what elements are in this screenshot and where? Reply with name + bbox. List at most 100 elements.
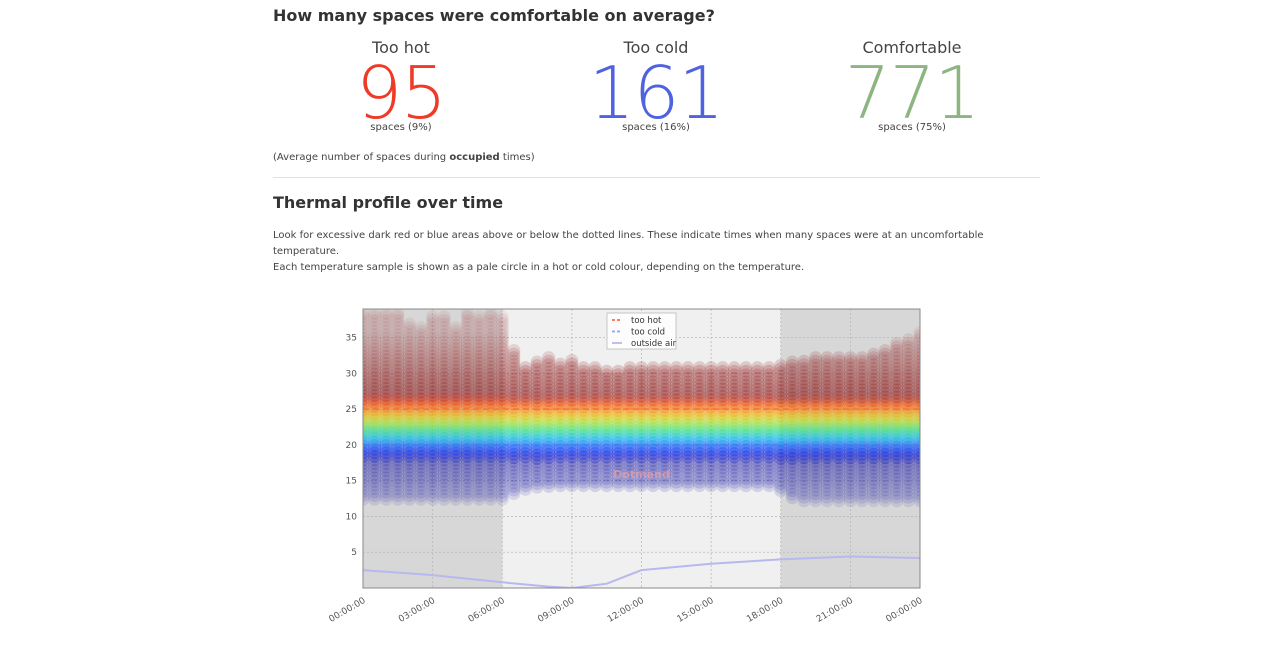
sample-point <box>797 429 811 443</box>
sample-point <box>437 417 451 431</box>
sample-point <box>785 355 799 369</box>
sample-point <box>495 371 509 385</box>
sample-point <box>867 365 881 379</box>
sample-point <box>901 433 915 447</box>
sample-point <box>368 428 382 442</box>
sample-point <box>867 397 881 411</box>
sample-point <box>379 349 393 363</box>
sample-point <box>797 487 811 501</box>
sample-point <box>530 362 544 376</box>
sample-point <box>878 376 892 390</box>
sample-point <box>495 421 509 435</box>
sample-point <box>727 429 741 443</box>
sample-point <box>693 414 707 428</box>
sample-point <box>437 446 451 460</box>
sample-point <box>820 386 834 400</box>
sample-point <box>901 469 915 483</box>
sample-point <box>658 386 672 400</box>
sample-point <box>751 393 765 407</box>
sample-point <box>518 400 532 414</box>
sample-point <box>530 469 544 483</box>
sample-point <box>495 317 509 331</box>
sample-point <box>363 392 370 406</box>
sample-point <box>901 379 915 393</box>
sample-point <box>809 458 823 472</box>
sample-point <box>658 479 672 493</box>
sample-point <box>530 419 544 433</box>
sample-point <box>553 468 567 482</box>
sample-point <box>623 396 637 410</box>
sample-point <box>414 342 428 356</box>
sample-point <box>704 375 718 389</box>
sample-point <box>363 367 370 381</box>
sample-point <box>472 471 486 485</box>
sample-point <box>363 309 370 320</box>
sample-point <box>363 360 370 374</box>
sample-point <box>901 440 915 454</box>
sample-point <box>867 358 881 372</box>
sample-point <box>809 487 823 501</box>
sample-point <box>658 450 672 464</box>
sample-point <box>437 460 451 474</box>
sample-point <box>472 378 486 392</box>
sample-point <box>576 468 590 482</box>
sample-point <box>542 447 556 461</box>
sample-point <box>576 382 590 396</box>
sample-point <box>809 462 823 476</box>
sample-point <box>867 436 881 450</box>
sample-point <box>600 421 614 435</box>
sample-point <box>402 396 416 410</box>
sample-point <box>484 309 498 320</box>
sample-point <box>495 389 509 403</box>
sample-point <box>739 457 753 471</box>
sample-point <box>565 414 579 428</box>
sample-point <box>785 473 799 487</box>
sample-point <box>518 396 532 410</box>
sample-point <box>368 356 382 370</box>
sample-point <box>368 389 382 403</box>
sample-point <box>716 439 730 453</box>
sample-point <box>553 393 567 407</box>
sample-point <box>727 364 741 378</box>
sample-point <box>867 476 881 490</box>
sample-point <box>611 425 625 439</box>
sample-point <box>762 400 776 414</box>
sample-point <box>542 394 556 408</box>
sample-point <box>774 473 788 487</box>
sample-point <box>867 379 881 393</box>
sample-point <box>542 458 556 472</box>
sample-point <box>716 472 730 486</box>
sample-point <box>867 390 881 404</box>
sample-point <box>472 478 486 492</box>
sample-point <box>867 426 881 440</box>
sample-point <box>727 475 741 489</box>
sample-point <box>890 447 904 461</box>
sample-point <box>363 464 370 478</box>
sample-point <box>379 321 393 335</box>
sample-point <box>820 408 834 422</box>
sample-point <box>460 321 474 335</box>
sample-point <box>855 351 869 365</box>
sample-point <box>484 453 498 467</box>
sample-point <box>495 396 509 410</box>
sample-point <box>797 361 811 375</box>
sample-point <box>727 386 741 400</box>
sample-point <box>635 461 648 475</box>
sample-point <box>576 386 590 400</box>
sample-point <box>878 483 892 497</box>
sample-point <box>484 474 498 488</box>
x-tick-label: 21:00:00 <box>815 596 855 625</box>
sample-point <box>402 406 416 420</box>
sample-point <box>739 454 753 468</box>
sample-point <box>646 447 660 461</box>
sample-point <box>576 475 590 489</box>
sample-point <box>669 472 683 486</box>
sample-point <box>460 414 474 428</box>
sample-point <box>623 475 637 489</box>
sample-point <box>878 472 892 486</box>
sample-point <box>379 406 393 420</box>
sample-point <box>797 358 811 372</box>
sample-point <box>843 479 857 493</box>
sample-point <box>867 479 881 493</box>
